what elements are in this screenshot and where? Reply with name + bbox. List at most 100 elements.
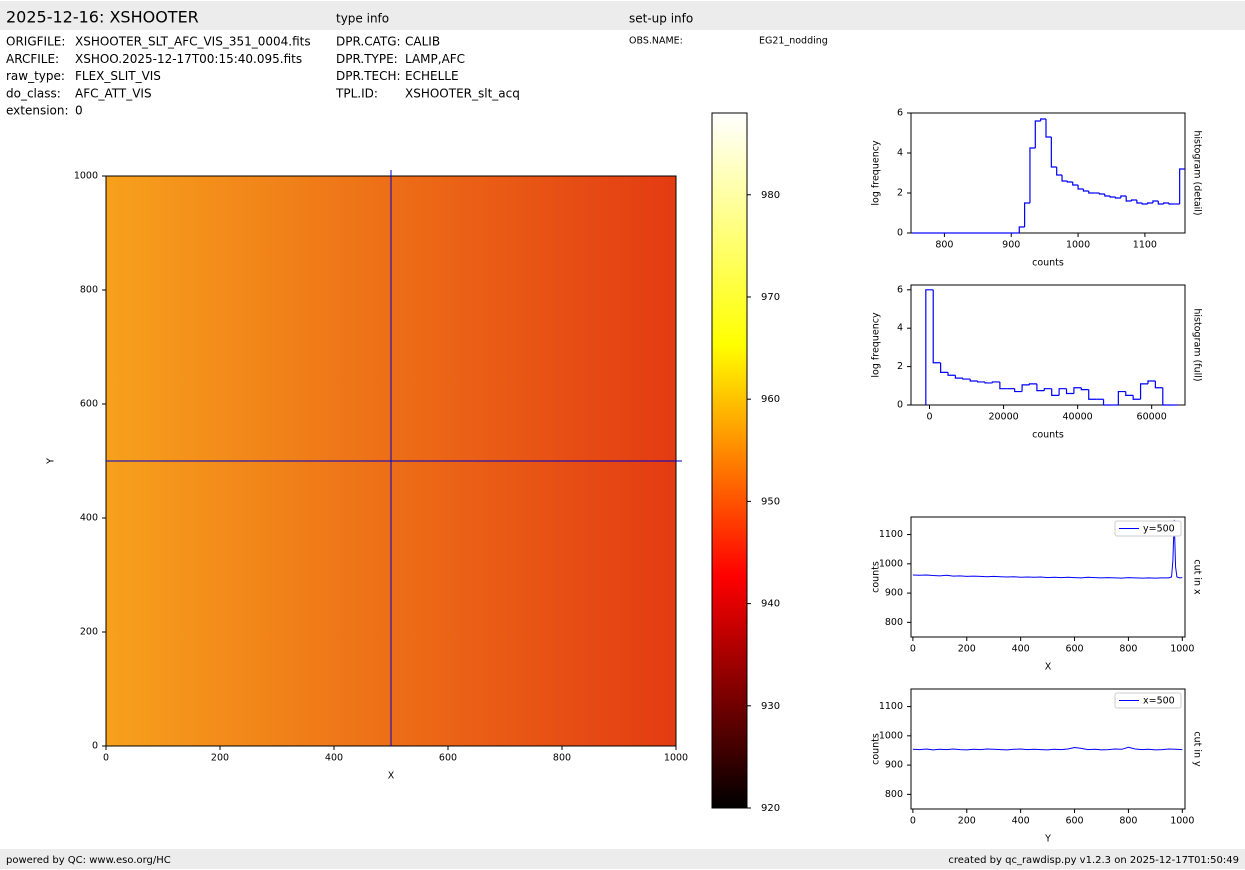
histogram-step <box>1082 189 1089 192</box>
info-value: LAMP,AFC <box>405 52 465 66</box>
histogram-step <box>1077 185 1084 190</box>
histogram-step <box>1073 387 1082 394</box>
right-label: cut in x <box>1192 559 1203 595</box>
info-key: ORIGFILE: <box>6 35 65 49</box>
y-axis-label: counts <box>871 733 882 765</box>
histogram-step <box>1179 168 1185 204</box>
histogram-step <box>954 375 963 379</box>
x-tick-label: 600 <box>439 753 457 764</box>
y-tick-label: 900 <box>885 760 903 771</box>
histogram-step <box>1024 202 1030 227</box>
histogram-step <box>1036 383 1045 392</box>
plot-frame <box>910 516 1186 638</box>
histogram-step <box>1117 390 1126 405</box>
x-tick-label: 0 <box>103 753 109 764</box>
x-tick-label: 1000 <box>1066 240 1090 251</box>
info-value: ECHELLE <box>405 69 459 83</box>
y-tick-label: 0 <box>92 741 98 752</box>
x-tick-label: 60000 <box>1137 412 1167 423</box>
histogram-step <box>1029 147 1036 203</box>
histogram-step <box>1018 226 1025 233</box>
histogram-step <box>1058 388 1067 396</box>
y-tick-label: 4 <box>897 323 903 334</box>
info-key: OBS.NAME: <box>629 36 683 47</box>
y-tick-label: 1000 <box>879 730 903 741</box>
histogram-step <box>1051 388 1060 396</box>
histogram-step <box>1098 193 1105 195</box>
y-tick-label: 6 <box>897 108 903 119</box>
histogram-step <box>969 379 978 382</box>
y-tick-label: 400 <box>80 513 98 524</box>
histogram-step <box>1021 384 1030 392</box>
histogram-step <box>1034 120 1041 148</box>
y-tick-label: 1000 <box>74 171 98 182</box>
x-tick-label: 200 <box>211 753 229 764</box>
histogram-step <box>1104 194 1111 197</box>
histogram-step <box>1162 387 1171 406</box>
histogram-step <box>999 381 1008 390</box>
x-tick-label: 800 <box>1119 816 1137 827</box>
info-key: raw_type: <box>6 69 65 83</box>
info-value: AFC_ATT_VIS <box>75 86 152 100</box>
y-tick-label: 1100 <box>879 529 903 540</box>
right-label: histogram (full) <box>1192 308 1203 381</box>
x-tick-label: 600 <box>1065 644 1083 655</box>
histogram-step <box>1040 118 1046 121</box>
histogram-step <box>1072 182 1079 186</box>
histogram-step <box>962 378 971 380</box>
histogram-step <box>1132 395 1141 400</box>
info-key: DPR.TYPE: <box>336 52 398 66</box>
x-axis-label: X <box>388 771 395 782</box>
histogram-step <box>1061 175 1068 182</box>
info-value: 0 <box>75 104 83 118</box>
histogram-step <box>1125 391 1134 396</box>
x-tick-label: 800 <box>553 753 571 764</box>
y-tick-label: 1000 <box>879 558 903 569</box>
y-tick-label: 900 <box>885 588 903 599</box>
histogram-step <box>1109 196 1116 198</box>
section-title: type info <box>336 12 389 26</box>
x-tick-label: 0 <box>910 644 916 655</box>
x-tick-label: 0 <box>926 412 932 423</box>
right-label: histogram (detail) <box>1192 130 1203 215</box>
x-tick-label: 800 <box>935 240 953 251</box>
histogram-step <box>1125 196 1132 202</box>
histogram-step <box>1139 383 1148 400</box>
x-tick-label: 200 <box>958 816 976 827</box>
x-tick-label: 20000 <box>988 412 1018 423</box>
histogram-step <box>1163 202 1169 204</box>
histogram-step <box>1114 197 1121 199</box>
histogram-step <box>947 372 956 376</box>
colorbar <box>711 112 748 809</box>
histogram-step <box>932 289 941 364</box>
histogram-step <box>1080 387 1089 391</box>
histogram-step <box>1102 399 1111 406</box>
info-value: XSHOOTER_slt_acq <box>405 86 520 100</box>
histogram-step <box>1050 137 1057 168</box>
line-series <box>912 519 1183 579</box>
histogram-step <box>991 381 1000 383</box>
x-tick-label: 400 <box>1012 816 1030 827</box>
plot-frame <box>910 284 1186 406</box>
histogram-step <box>1154 381 1163 389</box>
y-tick-label: 950 <box>761 496 780 507</box>
y-tick-label: 970 <box>761 292 780 303</box>
x-tick-label: 800 <box>1119 644 1137 655</box>
info-key: extension: <box>6 104 69 118</box>
x-tick-label: 400 <box>325 753 343 764</box>
histogram-step <box>1147 380 1156 384</box>
y-tick-label: 0 <box>897 228 903 239</box>
y-axis-label: log frequency <box>871 140 882 206</box>
y-tick-label: 600 <box>80 399 98 410</box>
page-title: 2025-12-16: XSHOOTER <box>6 8 199 27</box>
info-value: FLEX_SLIT_VIS <box>75 69 161 83</box>
y-tick-label: 800 <box>885 789 903 800</box>
footer-left: powered by QC: www.eso.org/HC <box>6 855 171 866</box>
x-tick-label: 400 <box>1012 644 1030 655</box>
histogram-step <box>1141 203 1148 205</box>
x-axis-label: X <box>1045 662 1052 673</box>
histogram-step <box>1146 202 1153 204</box>
x-tick-label: 1100 <box>1133 240 1157 251</box>
legend-box <box>1114 520 1182 537</box>
y-axis-label: log frequency <box>871 312 882 378</box>
